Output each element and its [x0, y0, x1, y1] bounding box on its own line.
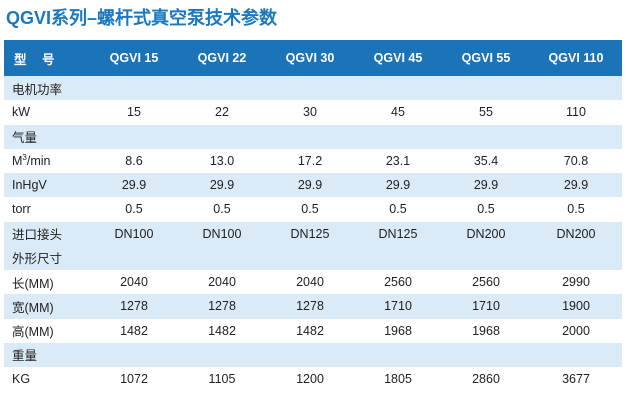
header-model: QGVI 55: [461, 51, 511, 65]
table-cell: 0.5: [567, 202, 585, 217]
page-title: QGVI系列–螺杆式真空泵技术参数: [6, 8, 278, 28]
table-cell: 1482: [120, 323, 148, 338]
table-cell: 29.9: [563, 178, 589, 193]
row-label-sup: 3: [22, 152, 27, 162]
header-model: QGVI 15: [109, 51, 159, 65]
section-label: 气量: [12, 131, 38, 146]
table-cell: 1278: [120, 299, 148, 314]
section-label: 电机功率: [12, 82, 63, 97]
table-cell: 70.8: [563, 153, 589, 168]
table-row: torr 0.5 0.5 0.5 0.5 0.5 0.5: [4, 197, 622, 222]
table-cell: 1900: [562, 299, 590, 314]
row-label: 长(MM): [12, 276, 54, 291]
table-cell: 1200: [296, 372, 324, 387]
table-row: 高(MM) 1482 1482 1482 1968 1968 2000: [4, 318, 622, 343]
table-cell: 1105: [208, 372, 236, 387]
table-cell: 0.5: [389, 202, 407, 217]
table-cell: 8.6: [125, 153, 143, 168]
table-cell: 29.9: [297, 178, 323, 193]
section-row: 重量: [4, 342, 622, 367]
section-row: 外形尺寸: [4, 245, 622, 270]
table-cell: 2560: [472, 275, 500, 290]
row-label: 宽(MM): [12, 300, 54, 315]
row-label: M3/min: [4, 152, 90, 168]
header-model: QGVI 45: [373, 51, 423, 65]
table-cell: 23.1: [385, 153, 411, 168]
table-cell: 1710: [472, 299, 500, 314]
table-cell: 0.5: [125, 202, 143, 217]
table-cell: 1710: [384, 299, 412, 314]
row-label: InHgV: [12, 178, 47, 193]
table-row: 进口接头 DN100 DN100 DN125 DN125 DN200 DN200: [4, 221, 622, 246]
table-row: 长(MM) 2040 2040 2040 2560 2560 2990: [4, 270, 622, 295]
row-label: 进口接头: [12, 228, 63, 243]
section-row: 气量: [4, 124, 622, 149]
spec-table: 型 号 QGVI 15 QGVI 22 QGVI 30 QGVI 45 QGVI…: [4, 40, 622, 392]
table-cell: 1482: [296, 323, 324, 338]
table-cell: 29.9: [473, 178, 499, 193]
table-cell: 29.9: [385, 178, 411, 193]
row-label-tail: /min: [26, 153, 51, 168]
table-cell: 1968: [384, 323, 412, 338]
table-cell: 13.0: [209, 153, 235, 168]
table-cell: 3677: [562, 372, 590, 387]
table-row: KG 1072 1105 1200 1805 2860 3677: [4, 367, 622, 392]
table-cell: DN200: [556, 226, 596, 241]
header-model: QGVI 22: [197, 51, 247, 65]
table-cell: 2000: [562, 323, 590, 338]
table-cell: 45: [391, 105, 405, 120]
table-cell: 22: [215, 105, 229, 120]
header-model: QGVI 110: [548, 51, 604, 65]
table-cell: 2860: [472, 372, 500, 387]
table-cell: 29.9: [121, 178, 147, 193]
table-cell: 2040: [296, 275, 324, 290]
table-cell: 1968: [472, 323, 500, 338]
table-cell: 110: [566, 105, 586, 120]
table-cell: 35.4: [473, 153, 499, 168]
table-row: 宽(MM) 1278 1278 1278 1710 1710 1900: [4, 294, 622, 319]
section-label: 外形尺寸: [12, 252, 63, 267]
table-cell: 30: [303, 105, 317, 120]
table-cell: 1278: [296, 299, 324, 314]
table-cell: 2040: [120, 275, 148, 290]
table-cell: 0.5: [213, 202, 231, 217]
section-label: 重量: [12, 349, 38, 364]
table-cell: 15: [127, 105, 141, 120]
table-cell: 2990: [562, 275, 590, 290]
table-cell: 0.5: [301, 202, 319, 217]
table-cell: 0.5: [477, 202, 495, 217]
table-row: kW 15 22 30 45 55 110: [4, 100, 622, 125]
table-cell: 1278: [208, 299, 236, 314]
table-cell: 2560: [384, 275, 412, 290]
table-cell: DN100: [202, 226, 242, 241]
section-row: 电机功率: [4, 76, 622, 101]
table-cell: 1482: [208, 323, 236, 338]
table-row: InHgV 29.9 29.9 29.9 29.9 29.9 29.9: [4, 173, 622, 198]
table-header-row: 型 号 QGVI 15 QGVI 22 QGVI 30 QGVI 45 QGVI…: [4, 40, 622, 76]
table-cell: DN200: [466, 226, 506, 241]
header-label: 型 号: [14, 52, 61, 67]
table-cell: DN125: [378, 226, 418, 241]
table-cell: 1805: [384, 372, 412, 387]
table-cell: DN125: [290, 226, 330, 241]
row-label: torr: [12, 202, 31, 217]
row-label: kW: [12, 105, 31, 120]
header-model: QGVI 30: [285, 51, 335, 65]
table-row: M3/min 8.6 13.0 17.2 23.1 35.4 70.8: [4, 148, 622, 173]
table-cell: 17.2: [297, 153, 323, 168]
table-cell: 55: [479, 105, 493, 120]
table-cell: 1072: [120, 372, 148, 387]
table-cell: 2040: [208, 275, 236, 290]
table-cell: 29.9: [209, 178, 235, 193]
row-label-main: M: [12, 153, 23, 168]
row-label: 高(MM): [12, 325, 54, 340]
row-label: KG: [12, 372, 31, 387]
table-cell: DN100: [114, 226, 154, 241]
